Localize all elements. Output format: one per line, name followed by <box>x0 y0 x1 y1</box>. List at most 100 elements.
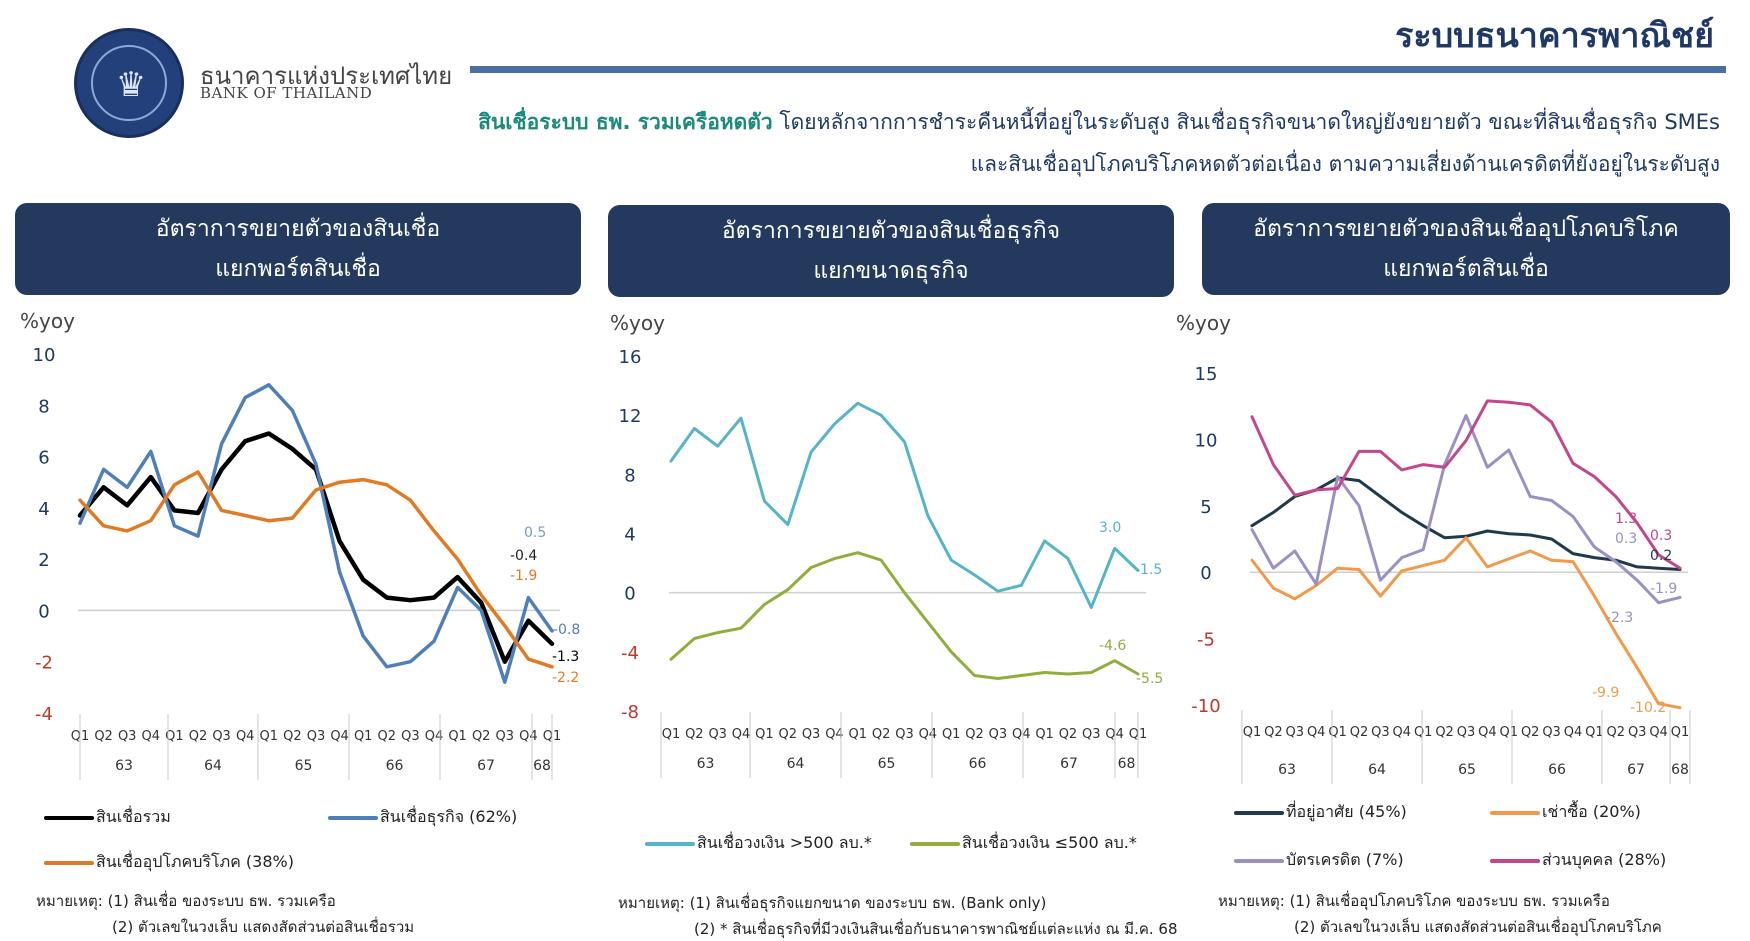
chart-1-y-tick: 0 <box>38 601 49 622</box>
chart-2-x-tick: Q1 <box>1035 727 1054 742</box>
chart-2-x-tick: Q2 <box>685 727 704 742</box>
chart-3-x-tick: Q2 <box>1264 725 1283 740</box>
chart-1-y-tick: 4 <box>38 499 49 520</box>
chart-1-x-tick: Q1 <box>354 729 373 744</box>
chart-1-year-label: 64 <box>204 758 222 774</box>
chart-2-x-tick: Q1 <box>755 727 774 742</box>
chart-2-y-tick: 8 <box>624 465 635 486</box>
chart-3-x-tick: Q3 <box>1286 725 1305 740</box>
chart-2-y-tick: -8 <box>621 702 639 723</box>
chart-1-year-label: 67 <box>477 758 495 774</box>
chart-2-x-tick: Q1 <box>662 727 681 742</box>
note-3-line2: (2) ตัวเลขในวงเล็บ แสดงสัดส่วนต่อสินเชื่… <box>1294 918 1662 936</box>
note-1-line2: (2) ตัวเลขในวงเล็บ แสดงสัดส่วนต่อสินเชื่… <box>112 918 415 936</box>
chart-3-x-tick: Q3 <box>1542 725 1561 740</box>
chart-2-x-tick: Q2 <box>872 727 891 742</box>
chart-3-data-label: -2.3 <box>1606 610 1633 626</box>
chart-3-y-tick: 10 <box>1195 430 1218 451</box>
chart-1-x-tick: Q2 <box>189 729 208 744</box>
chart-1-y-tick: 2 <box>38 550 49 571</box>
note-2-line2: (2) * สินเชื่อธุรกิจที่มีวงเงินสินเชื่อก… <box>694 920 1178 938</box>
chart-2-y-tick: 0 <box>624 584 635 605</box>
chart-3-data-label: -1.9 <box>1650 581 1677 597</box>
logo-ring: ♛ <box>91 45 167 121</box>
chart-3-x-tick: Q1 <box>1414 725 1433 740</box>
chart-1-x-tick: Q3 <box>118 729 137 744</box>
chart-2-x-tick: Q1 <box>942 727 961 742</box>
chart-1-x-tick: Q4 <box>519 729 538 744</box>
panel-3-header: อัตราการขยายตัวของสินเชื่ออุปโภคบริโภค แ… <box>1202 203 1730 295</box>
legend-swatch-personal <box>1490 859 1540 863</box>
legend-label-sme: สินเชื่อวงเงิน ≤500 ลบ.* <box>962 833 1137 852</box>
chart-3-x-tick: Q2 <box>1607 725 1626 740</box>
chart-1-year-label: 65 <box>295 758 313 774</box>
bank-name-th: ธนาคารแห่งประเทศไทย <box>200 62 453 90</box>
chart-3-series-2-line <box>1250 536 1682 710</box>
emblem-icon: ♛ <box>115 65 147 105</box>
chart-2-unit-label: %yoy <box>610 311 665 335</box>
chart-3-unit-label: %yoy <box>1176 311 1231 335</box>
chart-2-data-label: 1.5 <box>1140 562 1162 578</box>
chart-3-year-label: 66 <box>1548 762 1566 778</box>
chart-3-data-label: 0.2 <box>1650 548 1672 564</box>
chart-1-data-label: -0.8 <box>553 622 580 638</box>
chart-2-year-label: 65 <box>878 756 896 772</box>
legend-swatch-total <box>44 816 94 820</box>
chart-1-x-tick: Q4 <box>142 729 161 744</box>
chart-1-x-tick: Q4 <box>330 729 349 744</box>
chart-3-year-label: 68 <box>1671 762 1689 778</box>
panel-1-title-line2: แยกพอร์ตสินเชื่อ <box>215 256 381 282</box>
legend-label-leasing: เช่าซื้อ (20%) <box>1542 802 1641 821</box>
chart-2-x-tick: Q2 <box>778 727 797 742</box>
chart-2-data-label: -4.6 <box>1099 638 1126 654</box>
chart-1-y-tick: -4 <box>35 704 53 725</box>
summary-line-1-rest: โดยหลักจากการชำระคืนหนี้ที่อยู่ในระดับสู… <box>772 110 1720 134</box>
chart-1-x-tick: Q3 <box>496 729 515 744</box>
panel-2-title-line1: อัตราการขยายตัวของสินเชื่อธุรกิจ <box>721 218 1061 244</box>
chart-3-x-tick: Q4 <box>1649 725 1668 740</box>
chart-2-x-tick: Q3 <box>895 727 914 742</box>
panel-1-title-line1: อัตราการขยายตัวของสินเชื่อ <box>155 216 441 242</box>
chart-2-year-label: 64 <box>787 756 805 772</box>
bank-logo: ♛ <box>74 28 184 138</box>
chart-1-x-tick: Q2 <box>472 729 491 744</box>
summary-line-2: และสินเชื่ออุปโภคบริโภคหดตัวต่อเนื่อง ตา… <box>970 152 1720 176</box>
legend-swatch-credit-card <box>1234 859 1284 863</box>
chart-3-x-tick: Q3 <box>1628 725 1647 740</box>
chart-1-x-tick: Q4 <box>425 729 444 744</box>
chart-2-y-tick: -4 <box>621 643 639 664</box>
chart-3-year-label: 65 <box>1458 762 1476 778</box>
chart-3-year-label: 63 <box>1278 762 1296 778</box>
legend-swatch-leasing <box>1490 811 1540 815</box>
chart-1-y-tick: 6 <box>38 448 49 469</box>
legend-swatch-large <box>645 842 695 846</box>
chart-1-x-tick: Q2 <box>94 729 113 744</box>
chart-1-x-tick: Q3 <box>212 729 231 744</box>
chart-3-series-4-line <box>1250 399 1682 570</box>
chart-3-x-tick: Q4 <box>1564 725 1583 740</box>
panel-3-title-line1: อัตราการขยายตัวของสินเชื่ออุปโภคบริโภค <box>1253 216 1679 242</box>
chart-3-y-tick: 15 <box>1195 364 1218 385</box>
panel-1-header: อัตราการขยายตัวของสินเชื่อ แยกพอร์ตสินเช… <box>15 203 581 295</box>
note-3-line1: หมายเหตุ: (1) สินเชื่ออุปโภคบริโภค ของระ… <box>1218 892 1610 910</box>
chart-3-x-tick: Q3 <box>1371 725 1390 740</box>
panel-3-title-line2: แยกพอร์ตสินเชื่อ <box>1383 256 1549 282</box>
legend-label-business: สินเชื่อธุรกิจ (62%) <box>380 807 518 826</box>
chart-2-x-tick: Q3 <box>989 727 1008 742</box>
chart-3-data-label: 0.3 <box>1615 531 1637 547</box>
legend-swatch-sme <box>910 842 960 846</box>
chart-1-unit-label: %yoy <box>20 309 75 333</box>
chart-3-data-label: 0.3 <box>1650 528 1672 544</box>
bank-name-en: BANK OF THAILAND <box>200 84 373 102</box>
chart-2-x-tick: Q3 <box>1082 727 1101 742</box>
chart-2-x-tick: Q1 <box>849 727 868 742</box>
chart-1-y-tick: -2 <box>35 653 53 674</box>
chart-3-x-tick: Q1 <box>1243 725 1262 740</box>
chart-3-y-tick: 5 <box>1200 497 1211 518</box>
chart-1-data-label: -1.9 <box>510 568 537 584</box>
chart-3-x-tick: Q4 <box>1307 725 1326 740</box>
chart-1-data-label: -2.2 <box>552 670 579 686</box>
chart-2-x-tick: Q4 <box>919 727 938 742</box>
chart-3-x-tick: Q1 <box>1671 725 1690 740</box>
